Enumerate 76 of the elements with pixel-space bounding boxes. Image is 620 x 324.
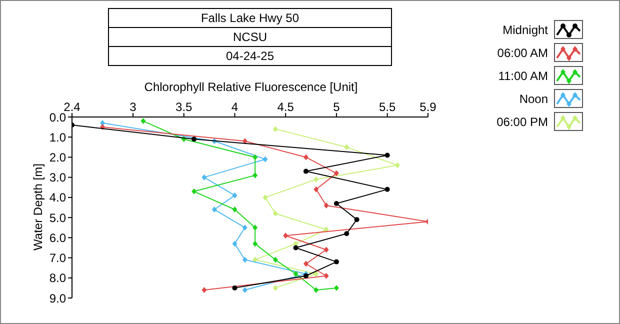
point (252, 240, 258, 247)
x-tick-label: 5 (333, 100, 340, 114)
y-tick-label: 6.0 (49, 230, 66, 245)
point (232, 192, 238, 198)
x-tick-label: 3 (130, 100, 137, 114)
point (202, 174, 207, 180)
x-tick-label: 4.5 (277, 100, 294, 114)
legend-label: Midnight (502, 22, 548, 36)
x-tick-label: 5.9 (420, 100, 437, 114)
point (303, 273, 308, 278)
point (262, 194, 268, 200)
point (242, 256, 248, 263)
point (334, 170, 339, 176)
y-tick-label: 4.0 (49, 190, 66, 205)
chart-subtitle: NCSU (109, 27, 391, 46)
point (314, 176, 319, 182)
y-tick-label: 7.0 (49, 251, 66, 266)
point (384, 152, 390, 158)
point (192, 136, 197, 142)
point (272, 126, 278, 132)
y-tick-label: 1.0 (49, 130, 66, 144)
y-axis-title: Water Depth [m] (31, 162, 45, 252)
point (394, 162, 400, 168)
point (324, 202, 329, 208)
point (303, 154, 308, 160)
point (293, 245, 298, 250)
y-tick-label: 0.0 (49, 110, 66, 124)
point (283, 232, 288, 239)
x-tick-label: 2.4 (64, 100, 81, 114)
point (293, 270, 298, 277)
point (334, 284, 339, 291)
point (272, 256, 278, 263)
point (140, 118, 146, 124)
legend-label: 06:00 AM (497, 46, 548, 60)
point (344, 144, 350, 150)
point (344, 231, 350, 236)
point (314, 286, 319, 293)
point (314, 186, 319, 192)
legend-label: 06:00 PM (496, 114, 548, 128)
point (212, 206, 217, 213)
point (262, 156, 268, 162)
x-tick-label: 4 (231, 100, 238, 114)
x-axis-title: Chlorophyll Relative Fluorescence [Unit] (143, 80, 359, 94)
x-tick-label: 5.5 (378, 100, 396, 114)
point (242, 138, 248, 144)
point (334, 200, 339, 206)
chart-title: Falls Lake Hwy 50 (200, 10, 300, 27)
point (272, 284, 278, 291)
point (303, 168, 308, 174)
point (192, 188, 197, 194)
point (202, 286, 207, 293)
point (252, 224, 258, 231)
point (324, 272, 329, 279)
point (324, 246, 329, 253)
point (272, 210, 278, 217)
point (252, 154, 258, 160)
point (252, 172, 258, 178)
point (334, 259, 339, 264)
y-tick-label: 3.0 (49, 170, 66, 185)
legend-label: Noon (519, 92, 548, 106)
point (303, 260, 308, 267)
point (354, 217, 360, 222)
x-tick-label: 3.5 (176, 100, 193, 114)
point (232, 285, 238, 290)
point (242, 286, 248, 293)
point (242, 224, 248, 231)
point (384, 186, 390, 192)
point (232, 240, 238, 247)
point (232, 206, 238, 213)
legend-label: 11:00 AM (498, 68, 548, 82)
point (252, 256, 258, 263)
y-tick-label: 5.0 (49, 210, 66, 225)
y-tick-label: 8.0 (49, 271, 66, 286)
y-tick-label: 9.0 (49, 291, 66, 306)
y-tick-label: 2.0 (49, 150, 66, 164)
text: 04-24-25 (109, 46, 391, 65)
